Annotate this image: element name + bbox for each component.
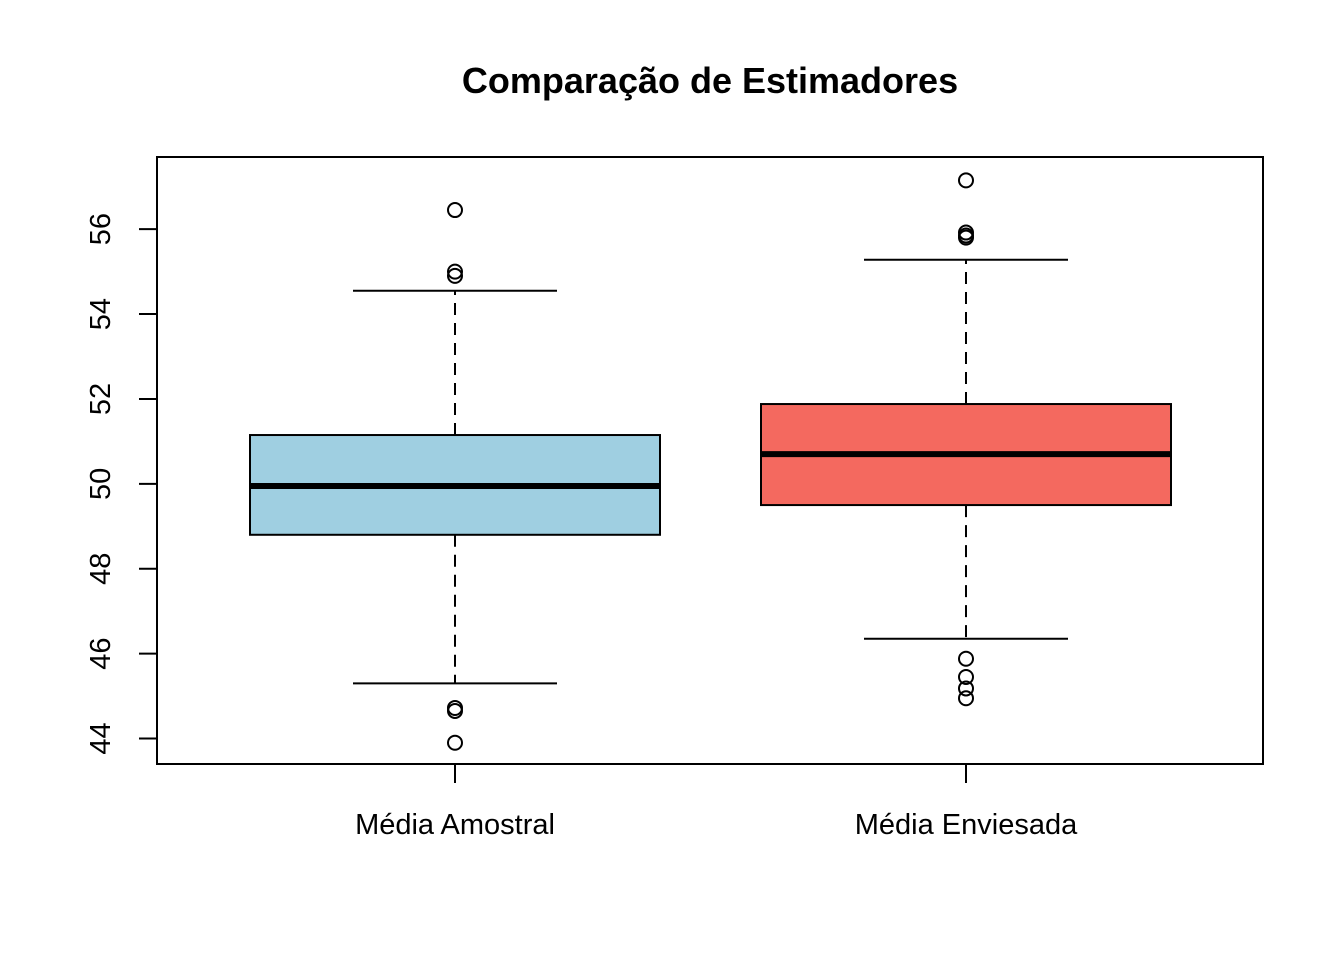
box-2-outlier-1 bbox=[958, 172, 974, 189]
box-2 bbox=[760, 172, 1172, 707]
y-tick-label-48: 48 bbox=[85, 553, 117, 585]
y-tick-label-50: 50 bbox=[85, 468, 117, 500]
box-2-outlier-8 bbox=[958, 690, 974, 707]
box-2-outlier-4 bbox=[958, 229, 974, 246]
x-tick-label-2: Média Enviesada bbox=[855, 809, 1078, 841]
y-axis: 44 46 48 50 52 54 56 bbox=[85, 213, 158, 755]
box-2-outlier-6 bbox=[958, 668, 974, 685]
box-1-outlier-3 bbox=[447, 267, 463, 284]
y-tick-label-54: 54 bbox=[85, 298, 117, 330]
boxes bbox=[249, 172, 1172, 751]
y-tick-label-56: 56 bbox=[85, 213, 117, 245]
y-tick-label-46: 46 bbox=[85, 638, 117, 670]
box-1 bbox=[249, 202, 661, 751]
box-1-outlier-1 bbox=[447, 202, 463, 219]
x-tick-label-1: Média Amostral bbox=[355, 809, 555, 841]
x-axis: Média Amostral Média Enviesada bbox=[355, 764, 1078, 841]
box-2-outlier-5 bbox=[958, 650, 974, 667]
box-1-outlier-2 bbox=[447, 263, 463, 280]
y-tick-label-52: 52 bbox=[85, 383, 117, 415]
box-1-outlier-5 bbox=[447, 702, 463, 719]
box-1-outlier-6 bbox=[447, 734, 463, 751]
y-tick-label-44: 44 bbox=[85, 722, 117, 754]
box-2-outlier-7 bbox=[958, 680, 974, 697]
chart-title: Comparação de Estimadores bbox=[462, 60, 958, 101]
